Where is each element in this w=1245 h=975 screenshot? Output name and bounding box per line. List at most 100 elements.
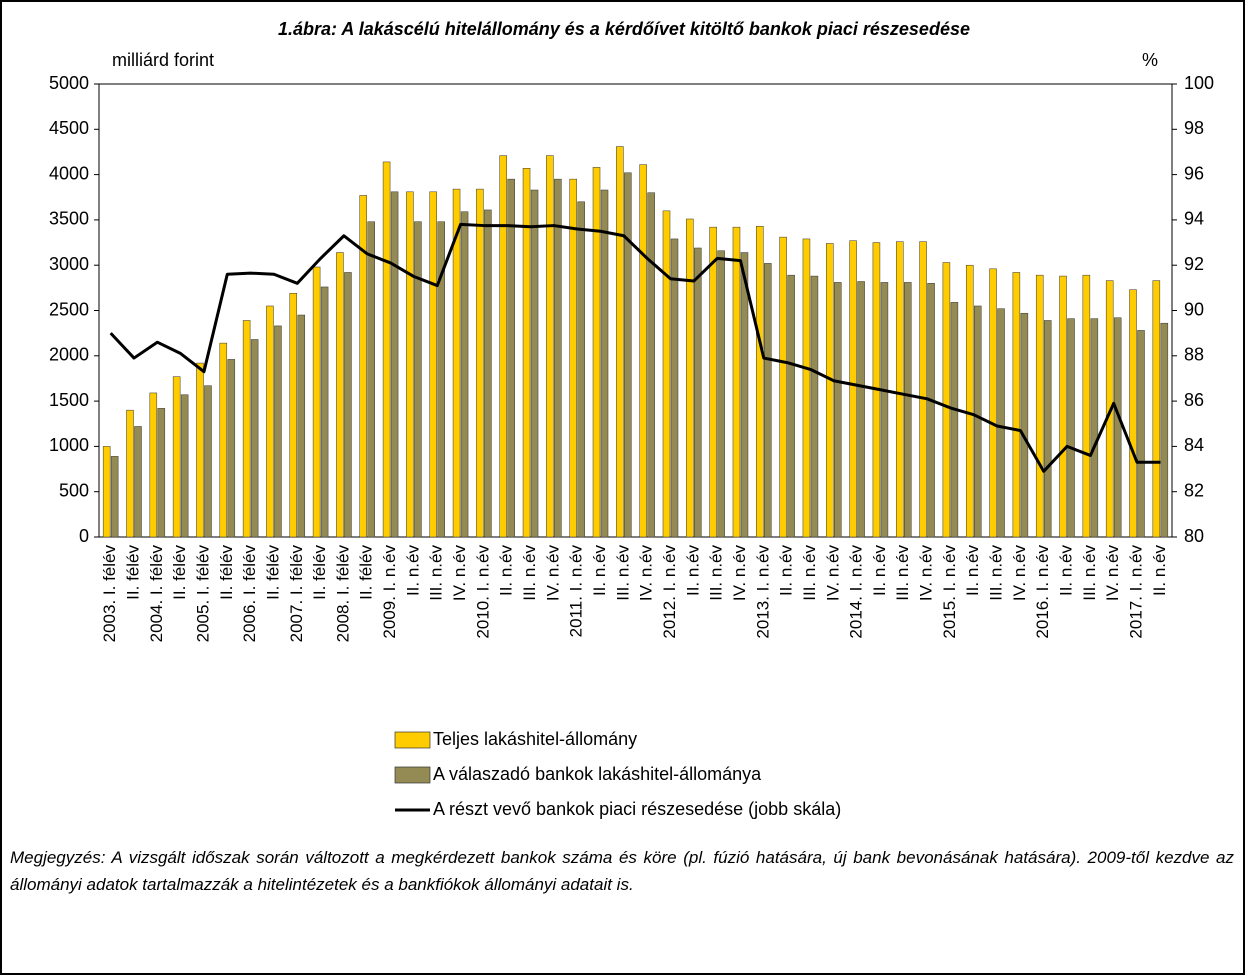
bar bbox=[460, 211, 469, 538]
x-tick-label: II. n.év bbox=[497, 545, 516, 597]
bar bbox=[802, 238, 811, 538]
bar bbox=[989, 268, 997, 538]
bar bbox=[826, 243, 834, 538]
note: Megjegyzés: A vizsgált időszak során vál… bbox=[10, 848, 1234, 894]
bar bbox=[1129, 289, 1137, 538]
bar bbox=[429, 191, 437, 538]
bar bbox=[507, 178, 515, 538]
bar bbox=[484, 209, 492, 538]
y2-tick-label: 80 bbox=[1184, 526, 1204, 546]
x-tick-label: III. n.év bbox=[1080, 545, 1099, 601]
y2-tick-label: 86 bbox=[1184, 390, 1204, 410]
bar bbox=[779, 236, 787, 538]
bar bbox=[1043, 320, 1052, 538]
x-tick-label: III. n.év bbox=[707, 545, 726, 601]
bar bbox=[592, 167, 601, 538]
bar bbox=[834, 282, 842, 538]
line bbox=[109, 222, 1161, 473]
bar bbox=[662, 210, 671, 538]
x-tick-label: 2015. I. n.év bbox=[940, 545, 959, 639]
bar bbox=[414, 221, 422, 538]
x-tick-label: 2016. I. n.év bbox=[1033, 545, 1052, 639]
bar bbox=[437, 221, 445, 538]
x-tick-label: IV. n.év bbox=[1010, 545, 1029, 602]
bar bbox=[344, 272, 352, 538]
bar bbox=[709, 226, 717, 538]
legend-swatch bbox=[394, 766, 431, 784]
bar bbox=[717, 250, 725, 538]
bar bbox=[359, 195, 367, 538]
bar bbox=[849, 240, 857, 538]
x-tick-label: 2003. I. félév bbox=[100, 545, 119, 643]
bar bbox=[950, 302, 959, 538]
bar bbox=[857, 281, 865, 538]
x-tick-label: II. félév bbox=[263, 545, 282, 600]
x-tick-label: 2006. I. félév bbox=[240, 545, 259, 643]
bar bbox=[522, 168, 531, 538]
x-tick-label: II. n.év bbox=[963, 545, 982, 597]
x-tick-label: IV. n.év bbox=[450, 545, 469, 602]
x-tick-label: 2007. I. félév bbox=[287, 545, 306, 643]
x-tick-label: II. félév bbox=[123, 545, 142, 600]
bar bbox=[219, 342, 228, 538]
y2-tick-label: 100 bbox=[1184, 73, 1214, 93]
y-tick-label: 3000 bbox=[49, 254, 89, 274]
bar bbox=[787, 274, 795, 538]
bar bbox=[1012, 272, 1021, 538]
bar bbox=[577, 201, 585, 538]
x-tick-label: IV. n.év bbox=[730, 545, 749, 602]
y-tick-label: 4000 bbox=[49, 163, 89, 183]
y-tick-label: 4500 bbox=[49, 118, 89, 138]
x-tick-label: 2004. I. félév bbox=[147, 545, 166, 643]
bar bbox=[274, 325, 282, 538]
y-tick-label: 2500 bbox=[49, 299, 89, 319]
bar bbox=[670, 238, 679, 538]
bar bbox=[732, 226, 741, 538]
bar bbox=[266, 305, 274, 538]
legend-label: Teljes lakáshitel-állomány bbox=[433, 729, 637, 749]
x-tick-label: III. n.év bbox=[613, 545, 632, 601]
bar bbox=[686, 218, 694, 538]
bar bbox=[452, 188, 461, 538]
x-tick-label: II. n.év bbox=[683, 545, 702, 597]
bar bbox=[896, 241, 904, 538]
y2-tick-label: 82 bbox=[1184, 480, 1204, 500]
x-tick-label: 2010. I. n.év bbox=[473, 545, 492, 639]
x-tick-label: II. félév bbox=[357, 545, 376, 600]
bar bbox=[289, 293, 298, 538]
x-tick-label: 2008. I. félév bbox=[333, 545, 352, 643]
y-tick-label: 2000 bbox=[49, 345, 89, 365]
x-tick-label: 2014. I. n.év bbox=[847, 545, 866, 639]
bar bbox=[740, 252, 749, 538]
y-tick-label: 1000 bbox=[49, 435, 89, 455]
y2-tick-label: 92 bbox=[1184, 254, 1204, 274]
y-tick-label: 5000 bbox=[49, 73, 89, 93]
bar bbox=[336, 252, 344, 538]
bar bbox=[1137, 330, 1145, 538]
y-tick-label: 3500 bbox=[49, 209, 89, 229]
x-tick-label: 2013. I. n.év bbox=[753, 545, 772, 639]
bar bbox=[546, 155, 554, 538]
x-tick-label: II. n.év bbox=[1057, 545, 1076, 597]
bar bbox=[110, 456, 119, 538]
y-tick-label: 1500 bbox=[49, 390, 89, 410]
bar bbox=[172, 376, 181, 538]
y2-tick-label: 98 bbox=[1184, 118, 1204, 138]
bar bbox=[530, 189, 539, 538]
y-tick-label: 500 bbox=[59, 480, 89, 500]
x-tick-label: III. n.év bbox=[893, 545, 912, 601]
legend-label: A részt vevő bankok piaci részesedése (j… bbox=[433, 799, 841, 819]
bar bbox=[1160, 322, 1169, 538]
bar bbox=[694, 247, 702, 538]
bar bbox=[196, 362, 204, 538]
x-tick-label: IV. n.év bbox=[917, 545, 936, 602]
bar bbox=[1059, 275, 1067, 538]
bar bbox=[639, 164, 647, 538]
bar bbox=[942, 262, 951, 538]
bar bbox=[499, 155, 507, 538]
y2-tick-label: 96 bbox=[1184, 163, 1204, 183]
y2-tick-label: 84 bbox=[1184, 435, 1204, 455]
bar bbox=[390, 191, 399, 538]
bar bbox=[1082, 274, 1091, 538]
